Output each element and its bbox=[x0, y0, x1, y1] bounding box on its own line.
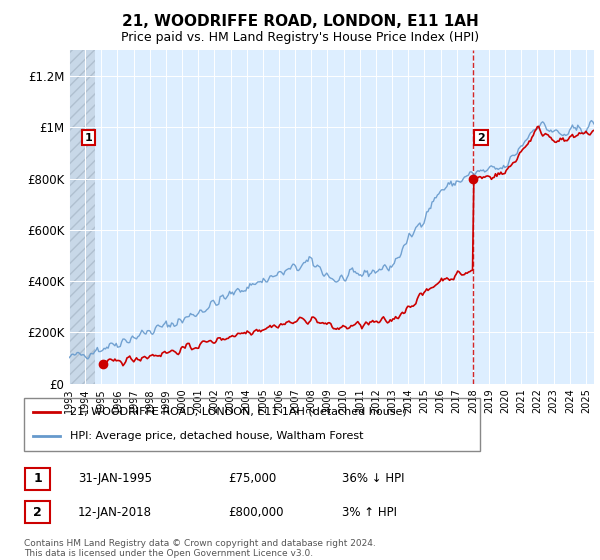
Text: 2: 2 bbox=[477, 133, 485, 143]
Text: 3% ↑ HPI: 3% ↑ HPI bbox=[342, 506, 397, 519]
Text: 2: 2 bbox=[33, 506, 42, 519]
Bar bbox=[69, 50, 95, 384]
Text: Contains HM Land Registry data © Crown copyright and database right 2024.
This d: Contains HM Land Registry data © Crown c… bbox=[24, 539, 376, 558]
Text: HPI: Average price, detached house, Waltham Forest: HPI: Average price, detached house, Walt… bbox=[70, 431, 363, 441]
Text: Price paid vs. HM Land Registry's House Price Index (HPI): Price paid vs. HM Land Registry's House … bbox=[121, 31, 479, 44]
Text: 12-JAN-2018: 12-JAN-2018 bbox=[78, 506, 152, 519]
Text: 1: 1 bbox=[33, 472, 42, 486]
Text: 1: 1 bbox=[85, 133, 92, 143]
Text: 21, WOODRIFFE ROAD, LONDON, E11 1AH (detached house): 21, WOODRIFFE ROAD, LONDON, E11 1AH (det… bbox=[70, 407, 406, 417]
Text: £75,000: £75,000 bbox=[228, 472, 276, 486]
Text: 21, WOODRIFFE ROAD, LONDON, E11 1AH: 21, WOODRIFFE ROAD, LONDON, E11 1AH bbox=[122, 14, 478, 29]
Text: 36% ↓ HPI: 36% ↓ HPI bbox=[342, 472, 404, 486]
Text: 31-JAN-1995: 31-JAN-1995 bbox=[78, 472, 152, 486]
Text: £800,000: £800,000 bbox=[228, 506, 284, 519]
